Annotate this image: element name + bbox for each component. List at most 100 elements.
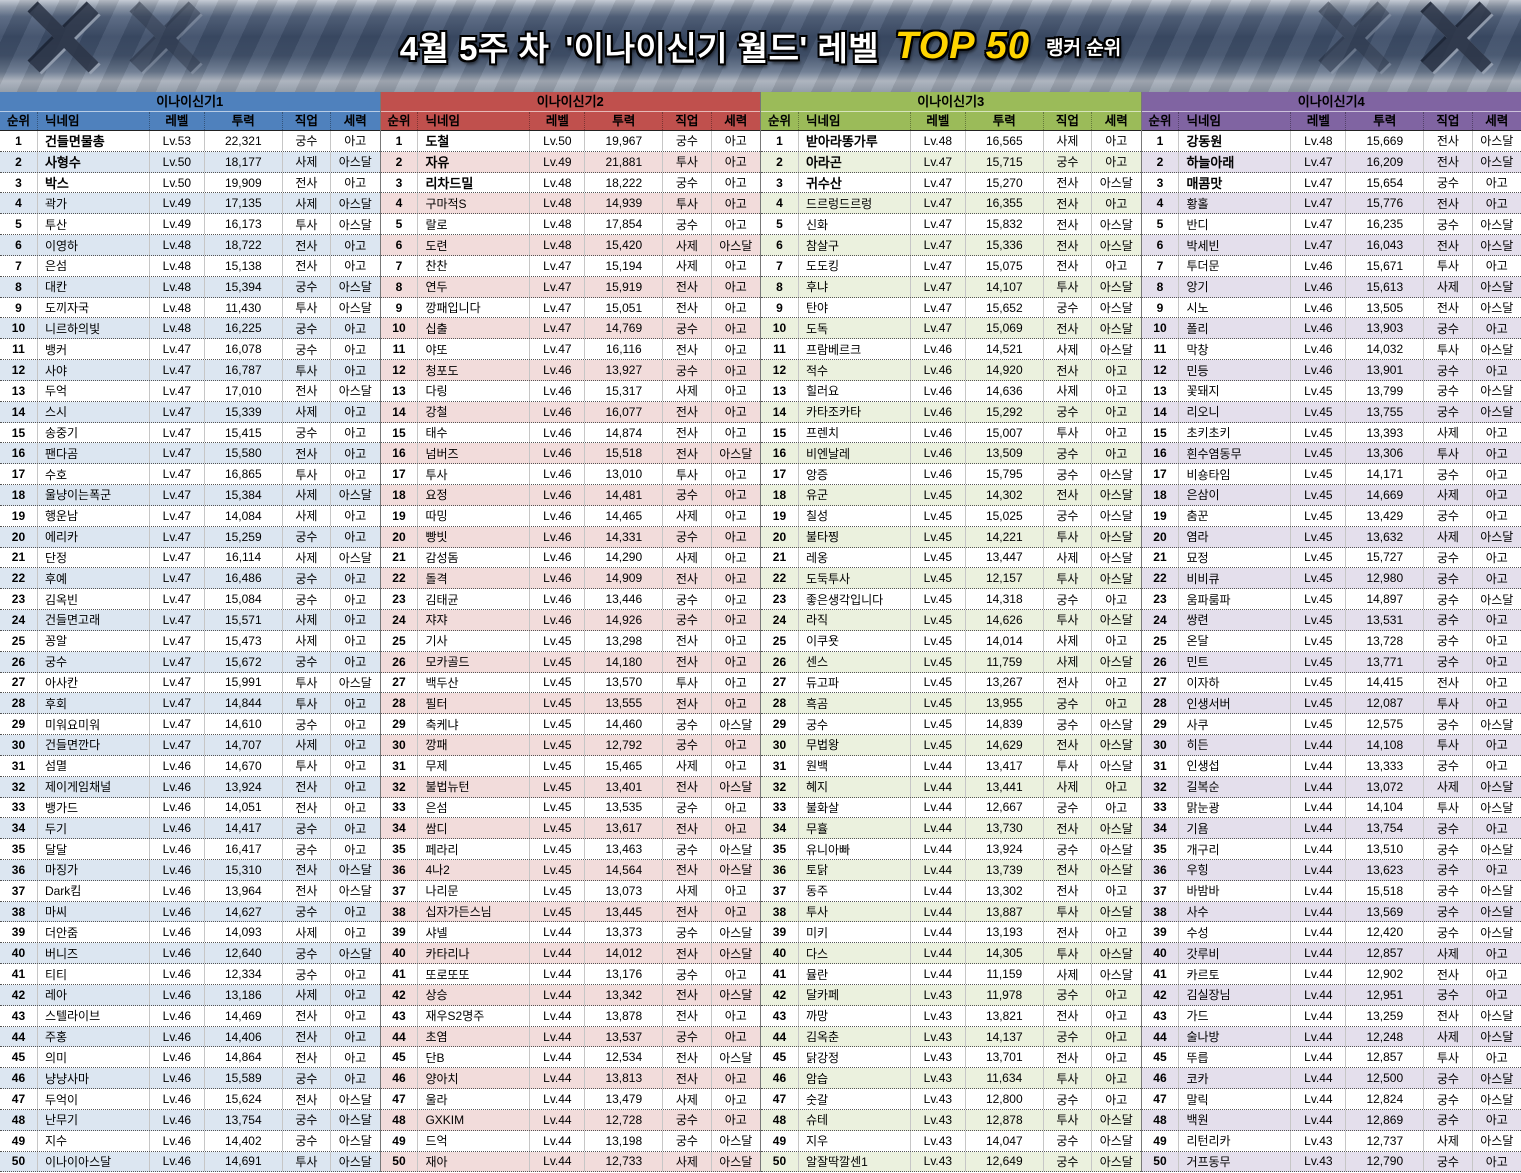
job-cell: 전사 bbox=[663, 693, 712, 714]
nickname-cell: 암습 bbox=[799, 1068, 911, 1089]
power-cell: 13,302 bbox=[966, 880, 1044, 901]
job-cell: 사제 bbox=[1044, 547, 1093, 568]
faction-cell: 아고 bbox=[724, 571, 747, 586]
nickname-cell: 강철 bbox=[418, 401, 531, 422]
nickname-cell: 불타찡 bbox=[799, 526, 911, 547]
power-cell: 18,222 bbox=[585, 172, 664, 193]
power-cell: 15,672 bbox=[205, 651, 283, 672]
power-cell: 15,084 bbox=[205, 589, 283, 610]
banner-decoration-icon: ✕ bbox=[18, 0, 111, 92]
job-cell: 전사 bbox=[283, 172, 332, 193]
job-cell: 궁수 bbox=[283, 714, 332, 735]
job-cell: 투사 bbox=[663, 672, 712, 693]
faction-cell: 아스달 bbox=[1480, 592, 1514, 607]
faction-cell: 아고 bbox=[724, 675, 747, 690]
rank-cell: 8 bbox=[0, 276, 38, 297]
level-cell: Lv.46 bbox=[530, 547, 586, 568]
job-cell: 궁수 bbox=[663, 1026, 712, 1047]
table-row: 27 듀고파 Lv.45 13,267 전사 아고 bbox=[761, 672, 1141, 694]
level-cell: Lv.45 bbox=[530, 818, 586, 839]
power-cell: 16,077 bbox=[585, 401, 664, 422]
power-cell: 13,531 bbox=[1346, 610, 1425, 630]
rank-cell: 47 bbox=[761, 1089, 799, 1109]
power-cell: 14,626 bbox=[966, 610, 1044, 630]
faction-cell: 아스달 bbox=[1099, 550, 1133, 565]
nickname-cell: 궁수 bbox=[799, 714, 911, 735]
rank-cell: 13 bbox=[0, 380, 38, 401]
table-row: 11 뱅커 Lv.47 16,078 궁수 아고 bbox=[0, 339, 380, 361]
job-cell: 궁수 bbox=[1424, 922, 1473, 943]
table-row: 40 버니즈 Lv.46 12,640 궁수 아스달 bbox=[0, 943, 380, 965]
faction-cell: 아스달 bbox=[1480, 238, 1514, 253]
table-row: 23 좋은생각입니다 Lv.45 14,318 궁수 아고 bbox=[761, 589, 1141, 611]
nickname-cell: 가드 bbox=[1179, 1005, 1292, 1026]
faction-cell: 아스달 bbox=[1099, 509, 1133, 524]
power-cell: 13,333 bbox=[1346, 755, 1425, 776]
level-cell: Lv.46 bbox=[150, 901, 205, 922]
table-row: 17 수호 Lv.47 16,865 투사 아고 bbox=[0, 464, 380, 486]
table-row: 4 드르렁드르렁 Lv.47 16,355 전사 아고 bbox=[761, 193, 1141, 215]
level-cell: Lv.46 bbox=[150, 839, 205, 859]
nickname-cell: 불화살 bbox=[799, 797, 911, 818]
power-cell: 15,518 bbox=[585, 443, 664, 464]
rank-cell: 21 bbox=[0, 547, 38, 568]
faction-cell: 아스달 bbox=[1099, 842, 1133, 857]
rank-cell: 28 bbox=[1142, 693, 1180, 714]
faction-cell: 아고 bbox=[1105, 1009, 1128, 1024]
job-cell: 투사 bbox=[1424, 693, 1473, 714]
rank-cell: 17 bbox=[381, 464, 419, 485]
faction-cell: 아고 bbox=[724, 655, 747, 670]
nickname-cell: 사쿠 bbox=[1179, 714, 1292, 735]
faction-cell: 아스달 bbox=[719, 446, 753, 461]
table-row: 4 구마적S Lv.48 14,939 투사 아고 bbox=[380, 193, 760, 215]
level-cell: Lv.43 bbox=[911, 1109, 966, 1130]
job-cell: 전사 bbox=[1424, 151, 1473, 172]
power-cell: 13,623 bbox=[1346, 859, 1425, 880]
job-cell: 사제 bbox=[663, 1151, 712, 1172]
rank-cell: 18 bbox=[381, 485, 419, 505]
job-cell: 궁수 bbox=[1044, 1151, 1093, 1172]
job-cell: 투사 bbox=[283, 672, 332, 693]
power-cell: 13,771 bbox=[1346, 651, 1425, 672]
rank-cell: 42 bbox=[0, 984, 38, 1005]
level-cell: Lv.44 bbox=[530, 1109, 586, 1130]
level-cell: Lv.43 bbox=[911, 1005, 966, 1026]
power-cell: 14,610 bbox=[205, 714, 283, 735]
table-row: 32 혜지 Lv.44 13,441 사제 아고 bbox=[761, 776, 1141, 798]
power-cell: 13,446 bbox=[585, 589, 664, 610]
table-row: 50 이나이아스달 Lv.46 14,691 투사 아스달 bbox=[0, 1151, 380, 1173]
table-row: 10 니르하의빛 Lv.48 16,225 궁수 아고 bbox=[0, 318, 380, 340]
table-row: 27 백두산 Lv.45 13,570 투사 아고 bbox=[380, 672, 760, 694]
faction-cell: 아고 bbox=[344, 342, 367, 357]
nickname-cell: 티티 bbox=[38, 964, 150, 984]
power-cell: 15,292 bbox=[966, 401, 1044, 422]
level-cell: Lv.46 bbox=[1291, 276, 1347, 297]
nickname-cell: 냥냥사마 bbox=[38, 1068, 150, 1089]
rank-cell: 17 bbox=[761, 464, 799, 485]
rank-cell: 24 bbox=[381, 610, 419, 630]
job-cell: 전사 bbox=[663, 297, 712, 318]
power-cell: 12,248 bbox=[1346, 1026, 1425, 1047]
level-cell: Lv.46 bbox=[150, 943, 205, 964]
rank-cell: 12 bbox=[381, 360, 419, 380]
table-row: 15 송중기 Lv.47 15,415 궁수 아고 bbox=[0, 422, 380, 444]
table-row: 3 매콤맛 Lv.47 15,654 궁수 아고 bbox=[1141, 172, 1521, 194]
rank-cell: 29 bbox=[761, 714, 799, 735]
table-row: 41 또로또또 Lv.44 13,176 궁수 아고 bbox=[380, 964, 760, 985]
table-row: 17 투사 Lv.46 13,010 투사 아고 bbox=[380, 464, 760, 486]
nickname-cell: 달카페 bbox=[799, 984, 911, 1005]
level-cell: Lv.45 bbox=[911, 693, 966, 714]
job-cell: 사제 bbox=[1424, 943, 1473, 964]
rank-cell: 21 bbox=[1142, 547, 1180, 568]
table-row: 24 건들면고래 Lv.47 15,571 사제 아고 bbox=[0, 610, 380, 631]
table-row: 9 깡패입니다 Lv.47 15,051 전사 아고 bbox=[380, 297, 760, 319]
level-cell: Lv.46 bbox=[530, 464, 586, 485]
job-cell: 전사 bbox=[1044, 485, 1093, 505]
level-cell: Lv.47 bbox=[1291, 172, 1347, 193]
level-cell: Lv.44 bbox=[1291, 818, 1347, 839]
faction-cell: 아고 bbox=[1485, 321, 1508, 336]
job-cell: 궁수 bbox=[1424, 651, 1473, 672]
faction-cell: 아고 bbox=[1485, 946, 1508, 961]
faction-cell: 아고 bbox=[724, 967, 747, 982]
nickname-cell: 십자가든스님 bbox=[418, 901, 531, 922]
